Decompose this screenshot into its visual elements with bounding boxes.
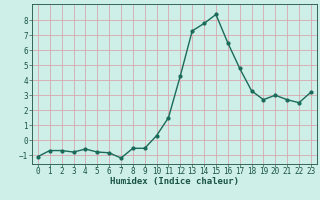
X-axis label: Humidex (Indice chaleur): Humidex (Indice chaleur) — [110, 177, 239, 186]
